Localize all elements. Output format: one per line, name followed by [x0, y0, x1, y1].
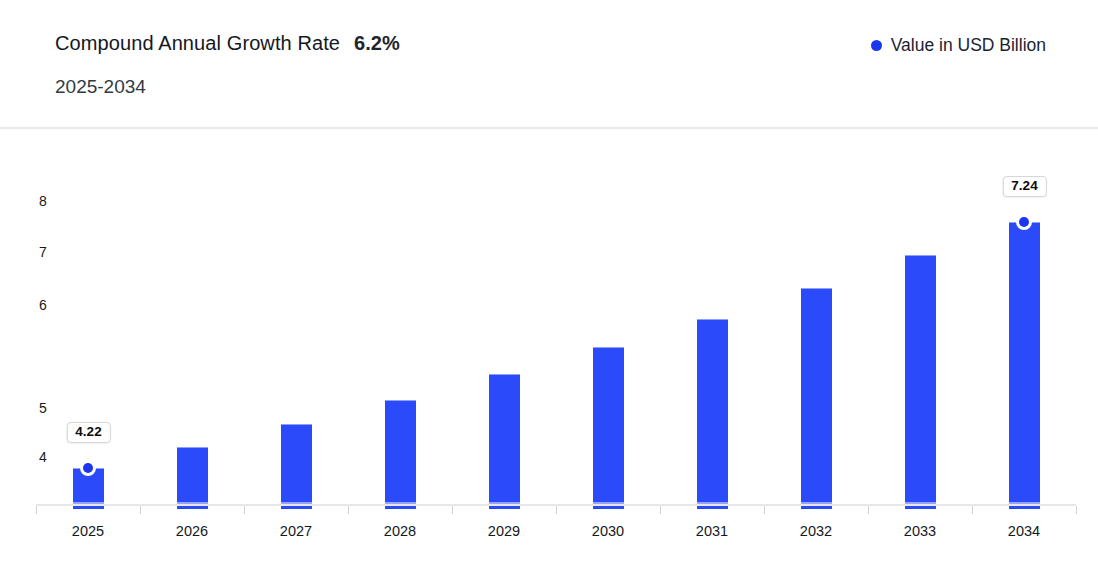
x-axis-tick	[764, 506, 766, 514]
x-axis-label-2026: 2026	[176, 523, 208, 539]
x-axis-tick	[452, 506, 454, 514]
value-label-2034: 7.24	[1002, 176, 1046, 197]
legend-label: Value in USD Billion	[891, 35, 1046, 56]
data-point-marker-2034	[1016, 214, 1032, 230]
x-axis-label-2030: 2030	[592, 523, 624, 539]
bar-2029[interactable]	[489, 374, 520, 509]
bar-2031[interactable]	[697, 319, 728, 509]
x-axis-label-2032: 2032	[800, 523, 832, 539]
y-axis-label-7: 7	[34, 245, 52, 259]
data-point-marker-2025	[80, 460, 96, 476]
bar-chart: 8 7 6 5 4 2025 2026 2027 2028 2029 2030 2031 2032 203…	[0, 128, 1098, 568]
x-axis-tick	[1076, 506, 1078, 514]
x-axis-label-2028: 2028	[384, 523, 416, 539]
x-axis-tick	[36, 506, 38, 514]
x-axis-label-2025: 2025	[72, 523, 104, 539]
chart-subtitle: 2025-2034	[55, 76, 146, 98]
y-axis-label-6: 6	[34, 298, 52, 312]
x-axis-label-2033: 2033	[904, 523, 936, 539]
x-axis-tick	[140, 506, 142, 514]
legend-item[interactable]: Value in USD Billion	[871, 35, 1046, 56]
legend-marker-icon	[871, 40, 882, 51]
bar-2033[interactable]	[905, 255, 936, 509]
x-axis-tick	[972, 506, 974, 514]
cagr-value: 6.2%	[354, 32, 400, 55]
bar-2032[interactable]	[801, 288, 832, 509]
x-axis-tick	[660, 506, 662, 514]
x-axis-tick	[348, 506, 350, 514]
bar-2034[interactable]	[1009, 222, 1040, 509]
value-label-2025: 4.22	[66, 422, 110, 443]
y-axis-label-8: 8	[34, 194, 52, 208]
chart-title: Compound Annual Growth Rate	[55, 32, 340, 55]
x-axis-label-2027: 2027	[280, 523, 312, 539]
x-axis-label-2034: 2034	[1008, 523, 1040, 539]
bar-2026[interactable]	[177, 447, 208, 509]
x-axis-label-2029: 2029	[488, 523, 520, 539]
y-axis-label-5: 5	[34, 401, 52, 415]
chart-card: Compound Annual Growth Rate 6.2% 2025-20…	[0, 0, 1098, 568]
x-axis-tick	[556, 506, 558, 514]
bar-2030[interactable]	[593, 347, 624, 509]
bar-2028[interactable]	[385, 400, 416, 509]
x-axis-tick	[244, 506, 246, 514]
x-axis-tick	[868, 506, 870, 514]
bar-2027[interactable]	[281, 424, 312, 509]
x-axis-label-2031: 2031	[696, 523, 728, 539]
y-axis-label-4: 4	[34, 450, 52, 464]
page-title: Compound Annual Growth Rate 6.2%	[55, 32, 400, 55]
